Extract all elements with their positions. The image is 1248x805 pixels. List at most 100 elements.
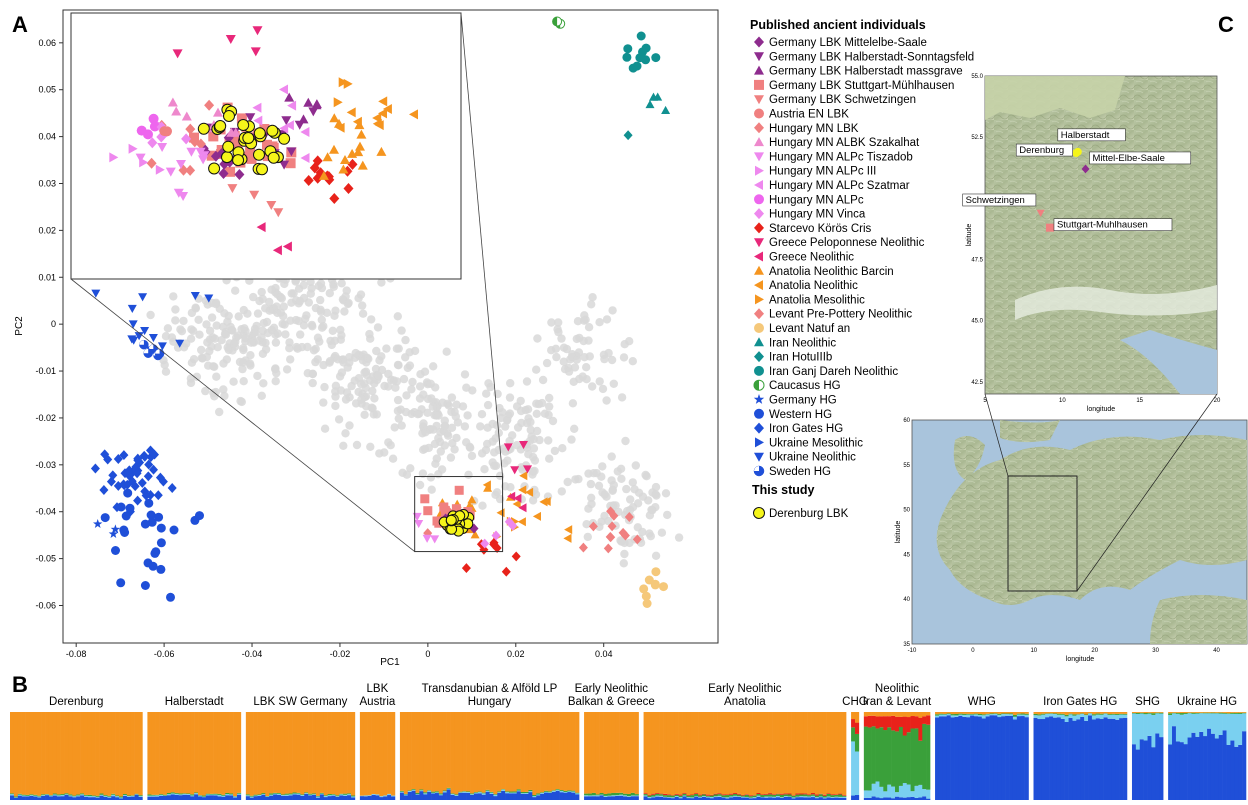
legend-label: Hungary MN ALBK Szakalhat (769, 137, 920, 149)
admixture-segment (1092, 715, 1096, 719)
modern-point (204, 300, 212, 308)
modern-point (443, 348, 451, 356)
admixture-segment (1119, 715, 1123, 719)
modern-point (533, 410, 541, 418)
modern-point (234, 331, 242, 339)
admixture-segment (671, 795, 675, 796)
admixture-segment (1037, 719, 1041, 800)
admixture-segment (567, 712, 571, 790)
admixture-group-label: WHG (968, 696, 996, 708)
admixture-segment (217, 712, 221, 794)
admixture-segment (1207, 713, 1211, 714)
admixture-segment (830, 795, 834, 797)
admixture-segment (439, 795, 443, 800)
admixture-segment (556, 791, 560, 800)
admixture-segment (982, 718, 986, 800)
admixture-segment (1172, 726, 1176, 800)
admixture-segment (842, 712, 846, 795)
modern-point (663, 511, 671, 519)
admixture-segment (525, 712, 529, 792)
admixture-segment (784, 793, 788, 794)
admixture-segment (647, 797, 651, 798)
admixture-segment (147, 712, 151, 794)
admixture-segment (623, 796, 627, 800)
modern-point (225, 312, 233, 320)
admixture-segment (1088, 712, 1092, 713)
admixture-segment (182, 795, 186, 800)
admixture-segment (347, 793, 351, 794)
modern-point (162, 332, 170, 340)
legend-label: Starcevo Körös Cris (769, 223, 872, 235)
admixture-segment (96, 796, 100, 797)
admixture-segment (1211, 713, 1215, 714)
admixture-segment (435, 792, 439, 793)
admixture-segment (190, 796, 194, 800)
admixture-segment (229, 712, 233, 794)
modern-point (320, 383, 328, 391)
admixture-segment (431, 712, 435, 792)
modern-point (587, 300, 595, 308)
admixture-segment (978, 714, 982, 715)
admixture-segment (842, 797, 846, 798)
modern-point (493, 421, 501, 429)
admixture-segment (14, 712, 18, 796)
admixture-segment (96, 712, 100, 796)
admixture-segment (710, 797, 714, 798)
admixture-segment (990, 712, 994, 713)
admixture-segment (922, 712, 926, 716)
admixture-segment (584, 794, 588, 796)
admixture-segment (993, 713, 997, 714)
admixture-segment (823, 797, 827, 798)
admixture-segment (1111, 719, 1115, 800)
admixture-segment (1215, 713, 1219, 738)
modern-point (305, 298, 313, 306)
admixture-segment (335, 795, 339, 796)
admixture-segment (855, 751, 859, 795)
modern-point (339, 442, 347, 450)
admixture-segment (780, 797, 784, 798)
modern-point (360, 411, 368, 419)
modern-point (389, 455, 397, 463)
admixture-segment (521, 793, 525, 794)
admixture-segment (320, 793, 324, 794)
admixture-segment (623, 795, 627, 796)
admixture-segment (277, 712, 281, 793)
legend-marker-hungary-mn-alpc-szatmar (754, 180, 763, 190)
admixture-segment (221, 796, 225, 797)
admixture-segment (254, 712, 258, 795)
admixture-segment (1144, 740, 1148, 800)
modern-point (203, 338, 211, 346)
admixture-segment (1049, 714, 1053, 717)
admixture-segment (811, 712, 815, 793)
admixture-segment (285, 796, 289, 800)
admixture-segment (1100, 712, 1104, 714)
modern-point (580, 317, 588, 325)
admixture-segment (163, 712, 167, 795)
admixture-segment (764, 795, 768, 797)
admixture-segment (1140, 739, 1144, 800)
admixture-segment (443, 791, 447, 792)
admixture-segment (1037, 712, 1041, 714)
legend-label: Iron Gates HG (769, 423, 843, 435)
admixture-segment (431, 792, 435, 793)
admixture-segment (935, 717, 939, 800)
modern-point (419, 390, 427, 398)
admixture-segment (1180, 715, 1184, 742)
admixture-segment (505, 712, 509, 791)
admixture-segment (1132, 712, 1136, 713)
admixture-segment (159, 712, 163, 794)
legend-marker-germany-lbk-stuttgart-m-hlhausen (754, 80, 764, 90)
modern-point (249, 293, 257, 301)
admixture-segment (792, 795, 796, 796)
admixture-segment (273, 793, 277, 794)
anatolia-landmass (1150, 595, 1247, 644)
modern-point (586, 352, 594, 360)
admixture-segment (683, 794, 687, 796)
admixture-segment (335, 712, 339, 795)
admixture-segment (552, 792, 556, 800)
admixture-segment (509, 712, 513, 792)
admixture-segment (214, 794, 218, 795)
admixture-segment (1041, 712, 1045, 714)
pca-x-tick-label: 0 (425, 649, 430, 659)
admixture-segment (903, 736, 907, 784)
